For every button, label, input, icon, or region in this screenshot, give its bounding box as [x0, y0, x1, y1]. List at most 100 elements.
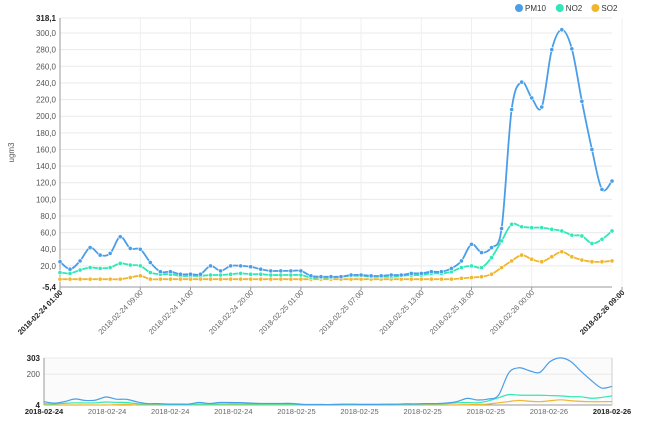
data-point-so2[interactable] — [137, 273, 143, 279]
data-point-so2[interactable] — [208, 276, 213, 282]
data-point-pm10[interactable] — [248, 264, 254, 270]
data-point-pm10[interactable] — [318, 274, 324, 280]
data-point-pm10[interactable] — [338, 274, 344, 280]
data-point-so2[interactable] — [569, 254, 575, 260]
data-point-so2[interactable] — [157, 276, 163, 282]
data-point-no2[interactable] — [248, 271, 254, 277]
data-point-no2[interactable] — [579, 233, 585, 239]
data-point-no2[interactable] — [459, 265, 464, 270]
data-point-so2[interactable] — [127, 275, 133, 280]
data-point-no2[interactable] — [539, 225, 545, 231]
legend-item-no2[interactable]: NO2 — [555, 4, 583, 13]
data-point-so2[interactable] — [599, 259, 605, 265]
legend-item-so2[interactable]: SO2 — [591, 4, 618, 13]
data-point-pm10[interactable] — [499, 226, 504, 231]
data-point-pm10[interactable] — [609, 178, 615, 184]
data-point-pm10[interactable] — [529, 95, 535, 101]
data-point-so2[interactable] — [167, 276, 173, 282]
data-point-pm10[interactable] — [519, 79, 525, 85]
data-point-pm10[interactable] — [288, 268, 294, 274]
data-point-so2[interactable] — [147, 276, 153, 282]
data-point-so2[interactable] — [549, 254, 555, 260]
data-point-pm10[interactable] — [559, 27, 565, 33]
data-point-so2[interactable] — [57, 276, 63, 282]
data-point-pm10[interactable] — [589, 147, 595, 152]
data-point-pm10[interactable] — [77, 258, 83, 264]
data-point-pm10[interactable] — [188, 271, 193, 277]
data-point-so2[interactable] — [449, 276, 454, 282]
data-point-so2[interactable] — [509, 258, 515, 264]
data-point-pm10[interactable] — [579, 98, 585, 104]
data-point-no2[interactable] — [469, 263, 474, 269]
data-point-no2[interactable] — [589, 241, 595, 246]
data-point-pm10[interactable] — [178, 271, 183, 277]
data-point-so2[interactable] — [248, 276, 254, 282]
data-point-pm10[interactable] — [228, 263, 234, 269]
data-point-pm10[interactable] — [348, 272, 354, 278]
data-point-pm10[interactable] — [87, 245, 93, 250]
data-point-so2[interactable] — [218, 276, 223, 282]
data-point-pm10[interactable] — [97, 252, 103, 258]
data-point-no2[interactable] — [489, 255, 494, 260]
data-point-so2[interactable] — [438, 276, 444, 282]
data-point-pm10[interactable] — [539, 104, 545, 110]
data-point-pm10[interactable] — [408, 270, 414, 276]
data-point-no2[interactable] — [57, 270, 63, 275]
data-point-so2[interactable] — [268, 276, 274, 282]
data-point-no2[interactable] — [238, 270, 244, 276]
data-point-so2[interactable] — [539, 259, 545, 265]
data-point-so2[interactable] — [288, 276, 294, 282]
data-point-pm10[interactable] — [599, 186, 605, 192]
data-point-no2[interactable] — [77, 267, 83, 273]
data-point-pm10[interactable] — [198, 271, 203, 277]
data-point-pm10[interactable] — [358, 272, 364, 278]
data-point-pm10[interactable] — [469, 241, 474, 247]
data-point-pm10[interactable] — [258, 266, 264, 272]
data-point-no2[interactable] — [258, 271, 264, 277]
data-point-no2[interactable] — [97, 265, 103, 271]
data-point-pm10[interactable] — [388, 272, 394, 278]
data-point-pm10[interactable] — [328, 274, 334, 280]
data-point-pm10[interactable] — [218, 268, 223, 274]
data-point-no2[interactable] — [278, 272, 284, 278]
data-point-so2[interactable] — [258, 276, 264, 282]
data-point-no2[interactable] — [137, 263, 143, 269]
data-point-so2[interactable] — [499, 265, 504, 270]
data-point-no2[interactable] — [288, 272, 294, 278]
legend[interactable]: PM10 NO2 SO2 — [515, 4, 618, 13]
data-point-pm10[interactable] — [127, 246, 133, 251]
data-point-pm10[interactable] — [449, 265, 454, 271]
data-point-no2[interactable] — [559, 228, 565, 234]
data-point-no2[interactable] — [268, 272, 274, 278]
legend-item-pm10[interactable]: PM10 — [515, 4, 546, 13]
data-point-so2[interactable] — [559, 249, 565, 255]
data-point-pm10[interactable] — [438, 269, 444, 275]
data-point-so2[interactable] — [278, 276, 284, 282]
data-point-no2[interactable] — [298, 272, 304, 278]
data-point-so2[interactable] — [428, 276, 434, 282]
data-point-pm10[interactable] — [428, 269, 434, 275]
data-point-pm10[interactable] — [549, 47, 555, 53]
data-point-so2[interactable] — [298, 276, 304, 282]
data-point-pm10[interactable] — [418, 270, 424, 276]
data-point-no2[interactable] — [147, 270, 153, 275]
data-point-pm10[interactable] — [107, 251, 113, 256]
data-point-so2[interactable] — [67, 276, 73, 282]
data-point-no2[interactable] — [107, 265, 113, 270]
data-point-so2[interactable] — [469, 275, 474, 280]
data-point-no2[interactable] — [218, 272, 223, 278]
data-point-so2[interactable] — [529, 256, 535, 262]
data-point-pm10[interactable] — [238, 263, 244, 269]
data-point-no2[interactable] — [208, 272, 213, 278]
data-point-no2[interactable] — [529, 225, 535, 231]
data-point-so2[interactable] — [408, 276, 414, 282]
data-point-pm10[interactable] — [67, 266, 73, 272]
data-point-pm10[interactable] — [509, 107, 515, 112]
data-point-pm10[interactable] — [167, 269, 173, 275]
data-point-no2[interactable] — [479, 265, 484, 270]
data-point-pm10[interactable] — [208, 263, 213, 269]
data-point-no2[interactable] — [87, 265, 93, 270]
data-point-no2[interactable] — [599, 236, 605, 242]
data-point-pm10[interactable] — [308, 273, 314, 279]
data-point-pm10[interactable] — [569, 46, 575, 52]
